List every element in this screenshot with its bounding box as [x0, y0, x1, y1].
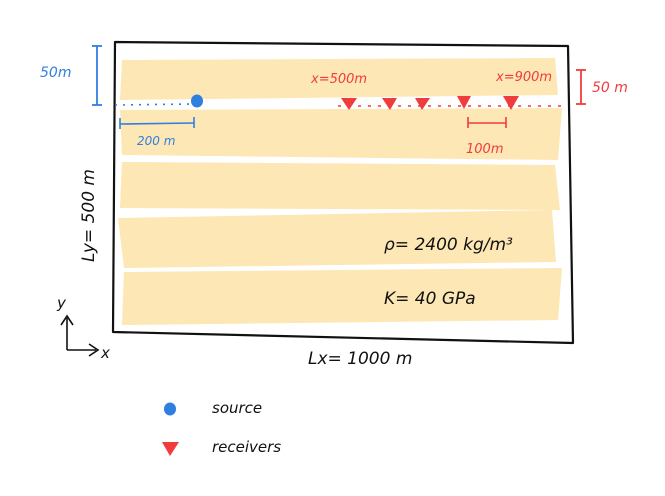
receiver-marker — [457, 96, 471, 109]
receiver-marker — [415, 98, 430, 110]
legend-receiver-marker — [162, 442, 179, 456]
medium-fill — [118, 58, 562, 325]
ly-label: Ly= 500 m — [79, 169, 99, 262]
source-offset-label: 200 m — [137, 134, 175, 148]
receiver-first-label: x=500m — [310, 72, 367, 87]
receiver-marker — [503, 96, 519, 110]
source-marker — [191, 94, 203, 108]
receiver-marker — [382, 98, 397, 110]
axes-icon — [60, 314, 100, 357]
legend-source-marker — [164, 402, 176, 416]
receiver-last-label: x=900m — [495, 70, 552, 85]
domain-boundary — [111, 40, 575, 345]
receiver-depth-label: 50 m — [592, 80, 628, 96]
source-offset-scale — [119, 117, 195, 129]
source-depth-bracket — [92, 45, 102, 106]
receiver-marker — [341, 98, 357, 110]
legend: source receivers — [162, 399, 281, 456]
source-depth-line — [114, 103, 193, 106]
receiver-spacing-label: 100m — [466, 142, 503, 157]
receiver-spacing-scale — [467, 117, 507, 128]
legend-receivers-label: receivers — [212, 438, 281, 456]
source-depth-label: 50m — [40, 65, 71, 81]
receivers — [341, 96, 519, 110]
legend-source-label: source — [212, 399, 262, 417]
lx-label: Lx= 1000 m — [308, 349, 412, 369]
axis-x-label: x — [100, 344, 110, 362]
density-label: ρ= 2400 kg/m³ — [384, 235, 513, 255]
bulk-modulus-label: K= 40 GPa — [384, 289, 476, 309]
receiver-depth-bracket — [576, 69, 586, 105]
axis-y-label: y — [56, 294, 67, 312]
